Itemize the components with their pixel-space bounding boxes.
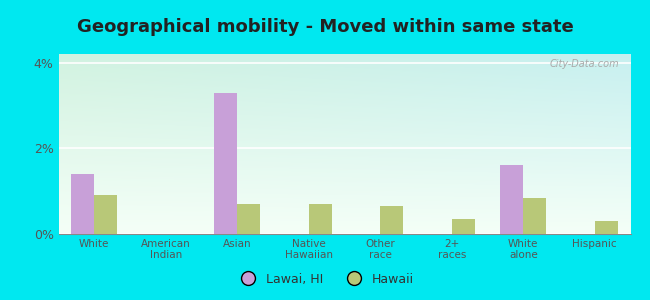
Bar xyxy=(523,198,546,234)
Bar xyxy=(452,219,474,234)
Bar xyxy=(237,204,260,234)
Bar xyxy=(72,174,94,234)
Bar xyxy=(595,221,618,234)
Bar xyxy=(214,93,237,234)
Bar xyxy=(380,206,403,234)
Legend: Lawai, HI, Hawaii: Lawai, HI, Hawaii xyxy=(231,268,419,291)
Bar xyxy=(309,204,332,234)
Text: Geographical mobility - Moved within same state: Geographical mobility - Moved within sam… xyxy=(77,18,573,36)
Text: City-Data.com: City-Data.com xyxy=(549,59,619,69)
Bar xyxy=(500,165,523,234)
Bar xyxy=(94,195,117,234)
